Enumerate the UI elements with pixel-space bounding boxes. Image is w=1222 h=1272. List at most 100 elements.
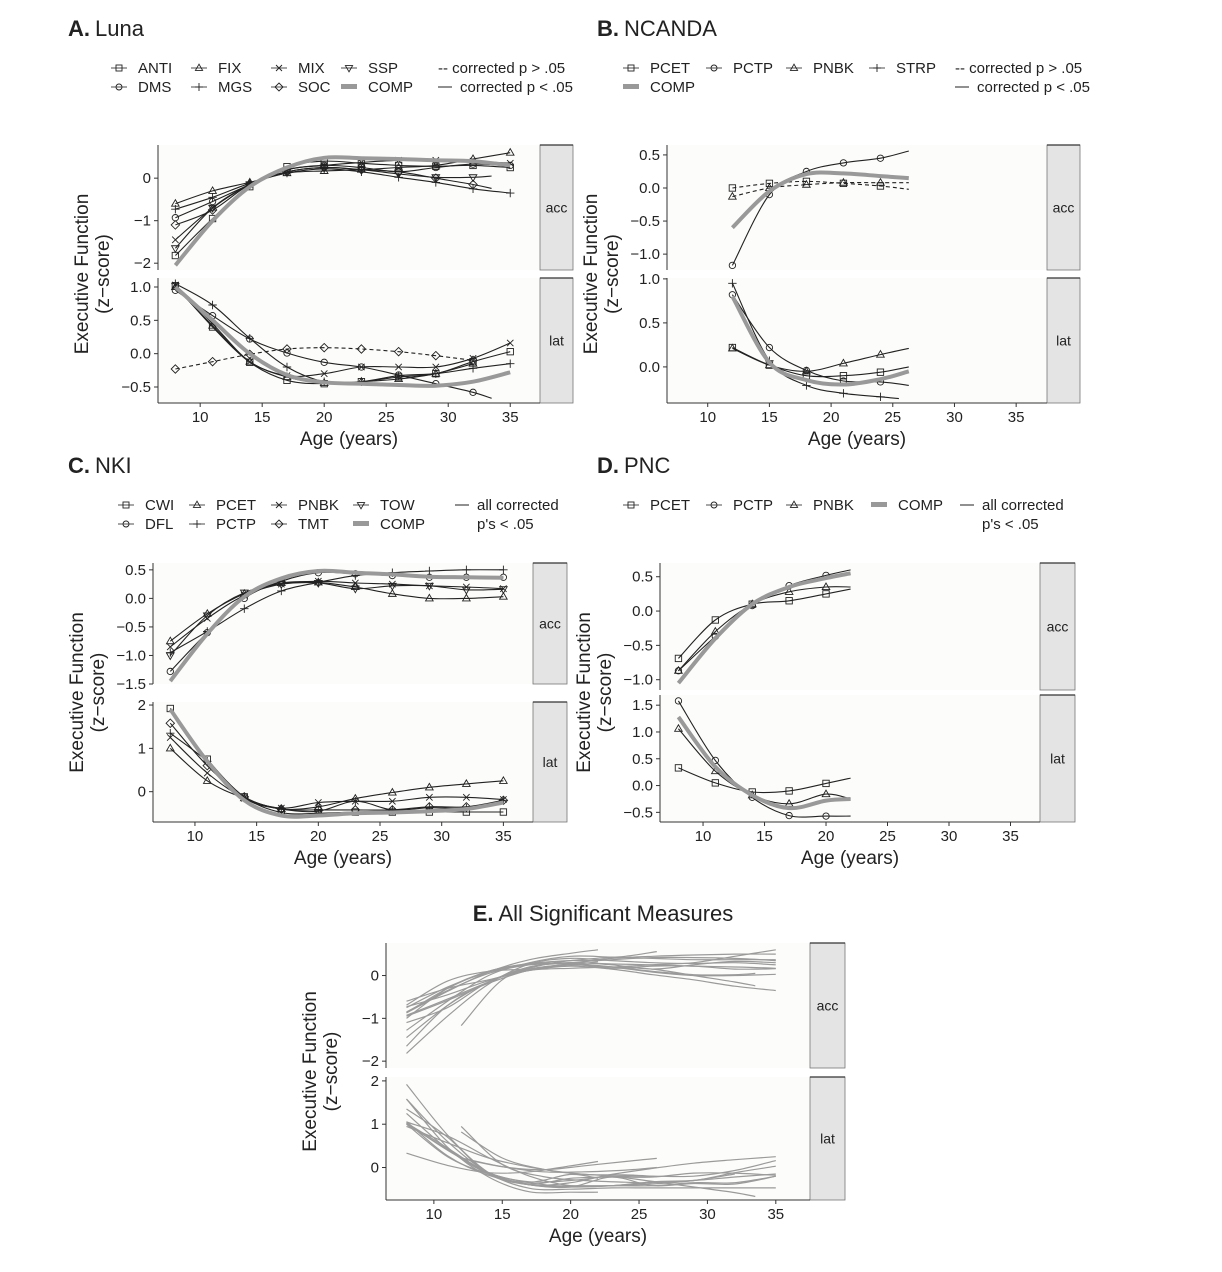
- triangle-marker-icon: [165, 743, 175, 752]
- plus-marker-icon: [468, 364, 478, 373]
- comp-swatch-icon: [341, 84, 357, 89]
- legend-item: COMP: [871, 497, 943, 514]
- series-line-pcet: [169, 747, 504, 811]
- legend-item: PNBK: [786, 497, 854, 514]
- x-marker-icon: [462, 793, 470, 801]
- circle-marker-icon: [320, 358, 328, 366]
- legend-label: TMT: [298, 516, 329, 533]
- plus-marker-icon: [171, 279, 180, 288]
- panel-title: D. PNC: [597, 453, 671, 478]
- series-line-pnbk: [169, 580, 504, 648]
- series-line-mgs: [175, 168, 511, 210]
- legend-label: DFL: [145, 516, 173, 533]
- series-group: [673, 697, 851, 820]
- y-tick-label: 1.0: [632, 724, 653, 741]
- series-line-pctp: [677, 700, 851, 818]
- y-tick-label: 0.0: [639, 359, 660, 376]
- triangle-marker-icon: [789, 63, 799, 71]
- triangle-down-marker-icon: [165, 652, 175, 661]
- legend-item: DMS: [111, 79, 171, 96]
- x-tick-label: 10: [695, 828, 712, 845]
- plus-marker-icon: [208, 300, 217, 310]
- plot-background: [153, 702, 533, 822]
- y-tick-label: 0: [371, 1160, 379, 1177]
- legend-label: COMP: [380, 516, 425, 533]
- plus-marker-icon: [431, 369, 441, 378]
- y-axis-label-unit: (z−score): [595, 653, 616, 733]
- series-line-dms: [175, 163, 511, 219]
- legend-item: COMP: [341, 79, 413, 96]
- square-marker-icon: [822, 590, 830, 598]
- legend-label: PCET: [216, 497, 256, 514]
- plus-marker-icon: [506, 188, 515, 198]
- legend: PCET PCTP PNBK STRP -- corrected p > .05 COMP…: [623, 60, 1090, 96]
- triangle-marker-icon: [727, 191, 737, 200]
- series-group: [165, 565, 508, 683]
- facet-acc: 0.5 0.0 −0.5 −1.0 acc: [630, 144, 1081, 271]
- series-group: [673, 569, 851, 685]
- panel-title: A. Luna: [68, 16, 145, 41]
- x-axis-label: Age (years): [808, 429, 906, 450]
- diamond-marker-icon: [393, 166, 404, 177]
- legend-label: STRP: [896, 60, 936, 77]
- square-marker-icon: [627, 501, 635, 509]
- y-tick-label: 1.0: [130, 279, 151, 296]
- y-tick-label: 0: [371, 968, 379, 985]
- legend-item: COMP: [623, 79, 695, 96]
- facet-strip: [1046, 144, 1081, 271]
- x-marker-icon: [277, 804, 285, 812]
- legend-item: PCET: [189, 497, 256, 514]
- triangle-marker-icon: [165, 636, 175, 645]
- measure-line: [406, 1098, 776, 1187]
- square-marker-icon: [765, 179, 774, 188]
- x-tick-label: 30: [946, 409, 963, 426]
- y-axis-label-unit: (z−score): [93, 234, 114, 314]
- x-tick-label: 30: [440, 409, 457, 426]
- panel-D: D. PNC 0.5 0.0 −0.5 −1.0 acc 1.5 1.0 0.5 0.0 −0.5 la…: [574, 453, 1076, 869]
- y-tick-label: 0.5: [639, 147, 660, 164]
- y-tick-label: 0.5: [125, 562, 146, 579]
- panel-name: NCANDA: [624, 16, 717, 41]
- measure-line: [406, 959, 599, 1014]
- x-tick-label: 20: [818, 828, 835, 845]
- legend-item: FIX: [191, 60, 241, 77]
- plus-marker-icon: [839, 389, 848, 398]
- legend-item: PCTP: [189, 516, 256, 533]
- series-line-comp: [173, 155, 511, 267]
- facet-label: acc: [817, 998, 839, 1014]
- measure-line: [406, 1121, 776, 1188]
- triangle-down-marker-icon: [424, 582, 434, 591]
- legend-item: PCTP: [706, 60, 773, 77]
- triangle-marker-icon: [313, 577, 323, 586]
- panel-name: All Significant Measures: [499, 901, 734, 926]
- triangle-marker-icon: [727, 343, 737, 352]
- legend-label: PNBK: [298, 497, 339, 514]
- plus-marker-icon: [171, 205, 180, 214]
- square-marker-icon: [711, 616, 719, 624]
- legend-item: -- corrected p > .05: [438, 60, 565, 77]
- triangle-down-marker-icon: [498, 586, 508, 595]
- x-marker-icon: [203, 769, 211, 777]
- panel-title: B. NCANDA: [597, 16, 717, 41]
- x-tick-label: 20: [823, 409, 840, 426]
- series-group: [165, 704, 509, 819]
- x-tick-label: 30: [941, 828, 958, 845]
- legend-item: PCET: [623, 497, 690, 514]
- diamond-marker-icon: [282, 344, 292, 354]
- facet-label: lat: [543, 754, 558, 770]
- x-tick-label: 35: [1002, 828, 1019, 845]
- legend-label: SOC: [298, 79, 331, 96]
- y-tick-label: −0.5: [630, 213, 660, 230]
- facet-strip: [809, 1076, 846, 1201]
- series-group: [170, 279, 515, 399]
- square-marker-icon: [499, 808, 508, 816]
- triangle-marker-icon: [194, 63, 204, 71]
- plus-marker-icon: [873, 64, 881, 72]
- triangle-down-marker-icon: [313, 579, 323, 588]
- legend-label: FIX: [218, 60, 241, 77]
- series-group: [170, 147, 515, 267]
- diamond-marker-icon: [170, 364, 181, 374]
- triangle-down-marker-icon: [350, 585, 360, 594]
- circle-marker-icon: [822, 812, 830, 820]
- plus-marker-icon: [728, 279, 737, 288]
